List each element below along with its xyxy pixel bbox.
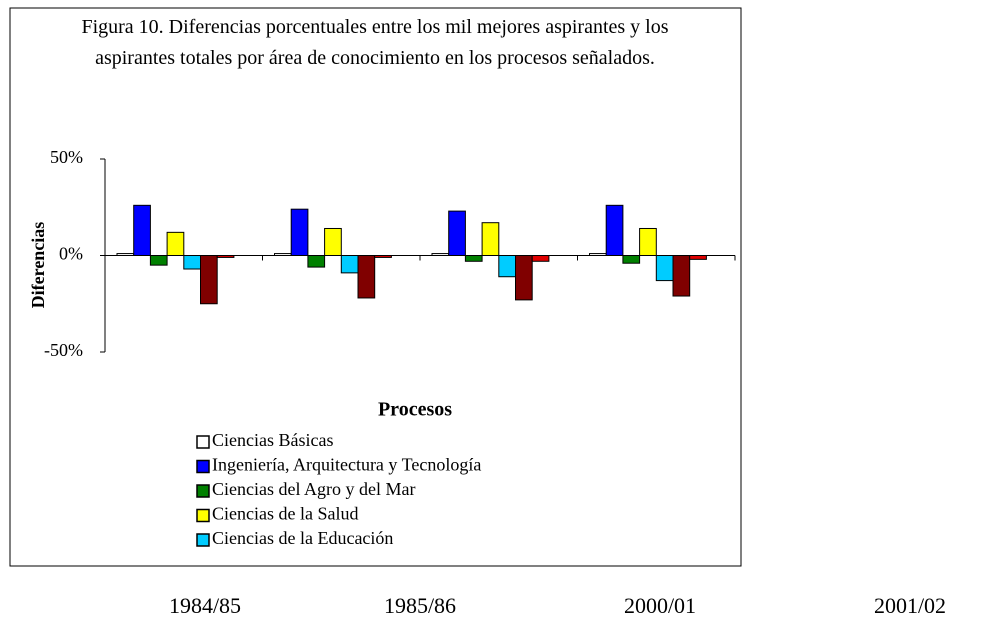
bar <box>340 255 359 274</box>
bar <box>531 255 550 262</box>
bar <box>357 255 376 299</box>
bar <box>689 255 707 260</box>
chart-frame <box>9 7 742 567</box>
bar <box>216 255 235 258</box>
bar <box>290 208 309 256</box>
legend-swatch <box>196 459 210 474</box>
bar <box>672 255 691 297</box>
y-tick-label: 50% <box>50 147 83 167</box>
legend-swatch <box>196 435 210 449</box>
bar <box>448 210 466 256</box>
legend-label: Ciencias de la Educación <box>212 528 393 548</box>
y-axis-label: Diferencias <box>28 222 48 309</box>
bar <box>200 255 218 305</box>
bar <box>324 227 342 256</box>
bar <box>183 255 202 270</box>
bar <box>622 255 641 264</box>
bar <box>655 255 674 282</box>
bar <box>133 204 151 257</box>
bar <box>149 255 168 266</box>
x-tick-label: 1985/86 <box>384 593 456 618</box>
x-tick-label: 1984/85 <box>169 593 241 618</box>
bar <box>116 253 135 257</box>
legend-swatch <box>196 484 210 498</box>
bar <box>374 255 392 258</box>
bar <box>639 227 657 256</box>
bar <box>464 255 483 262</box>
x-axis-label: Procesos <box>378 399 452 421</box>
y-tick-label: 0% <box>59 244 83 264</box>
bar <box>274 253 292 257</box>
x-tick-label: 2000/01 <box>624 593 696 618</box>
bar <box>481 222 500 257</box>
legend-swatch <box>196 508 210 523</box>
bar <box>498 255 516 278</box>
legend-label: Ciencias de la Salud <box>212 504 358 524</box>
bar <box>515 255 533 301</box>
bar <box>605 204 624 257</box>
y-tick-label: -50% <box>44 340 83 360</box>
bar <box>166 231 185 256</box>
legend-label: Ingeniería, Arquitectura y Tecnología <box>212 455 481 475</box>
bar <box>431 253 450 257</box>
bar <box>589 253 607 257</box>
legend-label: Ciencias Básicas <box>212 430 333 450</box>
legend-swatch <box>196 533 210 547</box>
bar <box>307 255 326 268</box>
chart-title: Figura 10. Diferencias porcentuales entr… <box>81 16 669 69</box>
x-tick-label: 2001/02 <box>874 593 946 618</box>
legend-label: Ciencias del Agro y del Mar <box>212 479 415 499</box>
